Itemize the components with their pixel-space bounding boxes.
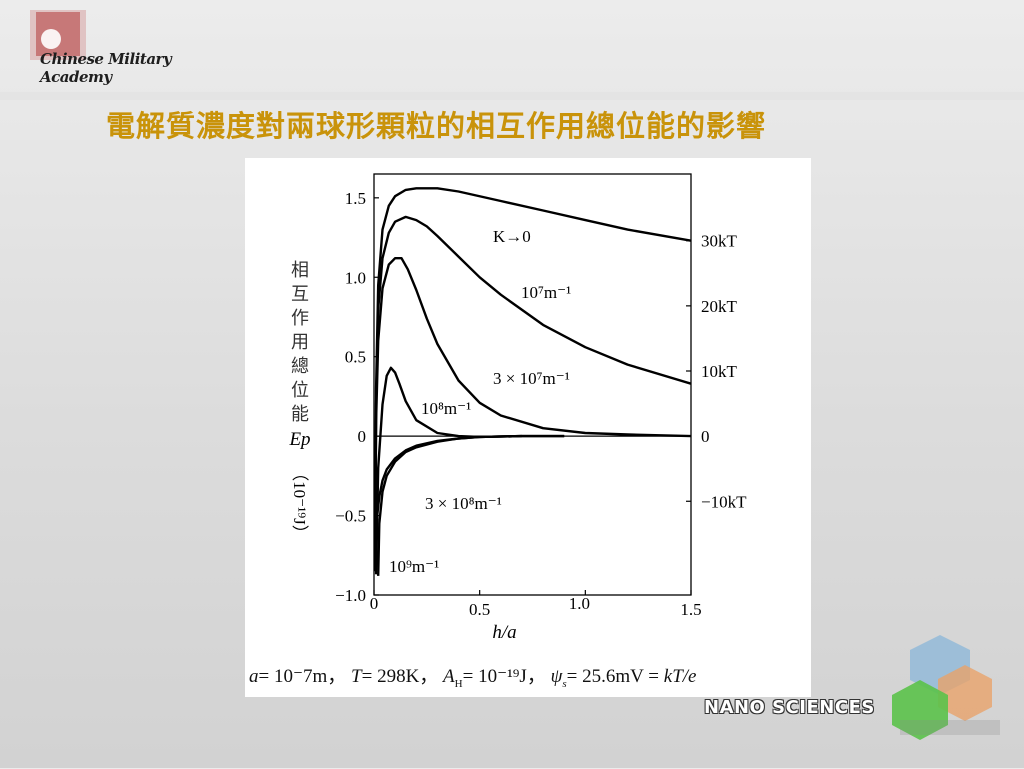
plot-frame	[373, 173, 692, 596]
series-label: 3 × 10⁸m⁻¹	[425, 494, 502, 513]
right-tick-label: 20kT	[701, 297, 738, 316]
series-label: K→0	[493, 227, 531, 246]
caption-ah: A	[443, 666, 455, 687]
y-tick-label: −1.0	[335, 586, 366, 605]
caption-a: a	[249, 666, 259, 687]
y-axis-label-char: 作	[291, 308, 309, 329]
y-axis-label-char: 總	[291, 356, 309, 377]
caption-psi-sub: s	[562, 677, 567, 690]
y-tick-label: 1.5	[345, 189, 366, 208]
nano-sciences-logo: NANO SCIENCES	[700, 625, 1020, 765]
academy-logo: Chinese Military Academy	[18, 8, 218, 88]
y-tick-label: 0	[358, 427, 367, 446]
series-label: 3 × 10⁷m⁻¹	[493, 369, 570, 388]
slide-title: 電解質濃度對兩球形顆粒的相互作用總位能的影響	[106, 109, 767, 143]
y-tick-label: 1.0	[345, 268, 366, 287]
x-tick-label: 0	[370, 594, 379, 613]
caption-t-value: = 298K，	[361, 666, 439, 687]
caption-kte: kT/e	[663, 666, 697, 687]
caption-ah-value: = 10⁻¹⁹J，	[462, 666, 546, 687]
series-line	[377, 434, 522, 576]
caption-a-value: = 10⁻7m，	[258, 666, 347, 687]
y-axis-unit: （10⁻¹⁹J）	[290, 464, 309, 542]
series-line	[373, 257, 692, 572]
y-axis-label-char: 相	[291, 260, 309, 281]
y-axis-label-char: 用	[291, 332, 309, 353]
x-axis-label: h/a	[492, 622, 516, 643]
y-axis-label-char: 能	[291, 404, 309, 425]
chart-figure: 1.5 1.0 0.5 0 −0.5 −1.0 0 0.5 1.0 1.5 30kT 20kT 10kT…	[245, 158, 811, 697]
y-axis-label-char: 位	[291, 380, 309, 401]
series-line	[373, 187, 692, 564]
right-tick-label: 0	[701, 427, 710, 446]
series-label: 10⁹m⁻¹	[389, 557, 439, 576]
y-tick-label: −0.5	[335, 507, 366, 526]
x-tick-label: 0.5	[469, 600, 490, 619]
chart-svg: 1.51.00.50−0.5−1.0 0 0.5 1.0 1.530kT20kT10kT…	[288, 173, 747, 643]
caption-t: T	[351, 666, 362, 687]
series-label: 10⁸m⁻¹	[421, 399, 471, 418]
y-axis-label-char: 互	[291, 284, 309, 305]
caption-psi: ψ	[550, 666, 563, 687]
caption-ah-sub: H	[454, 677, 463, 690]
y-tick-label: 0.5	[345, 348, 366, 367]
y-axis-symbol: Ep	[288, 429, 310, 450]
cube-icon	[892, 635, 1000, 740]
logo-text: Chinese Military Academy	[40, 50, 172, 86]
x-tick-label: 1.0	[569, 594, 590, 613]
nano-sciences-text: NANO SCIENCES	[704, 697, 875, 718]
x-tick-label: 1.5	[680, 600, 701, 619]
caption-psi-value: = 25.6mV =	[566, 666, 664, 687]
series-label: 10⁷m⁻¹	[521, 283, 571, 302]
header-band	[0, 92, 1024, 100]
header-band	[0, 140, 1024, 146]
right-tick-label: 10kT	[701, 362, 738, 381]
series-line	[373, 215, 692, 564]
chart-caption: a= 10⁻7m， T= 298K， AH= 10⁻¹⁹J， ψs= 25.6m…	[249, 661, 696, 690]
academy-emblem-icon	[30, 10, 86, 60]
right-tick-label: 30kT	[701, 232, 738, 251]
right-tick-label: −10kT	[701, 492, 747, 511]
